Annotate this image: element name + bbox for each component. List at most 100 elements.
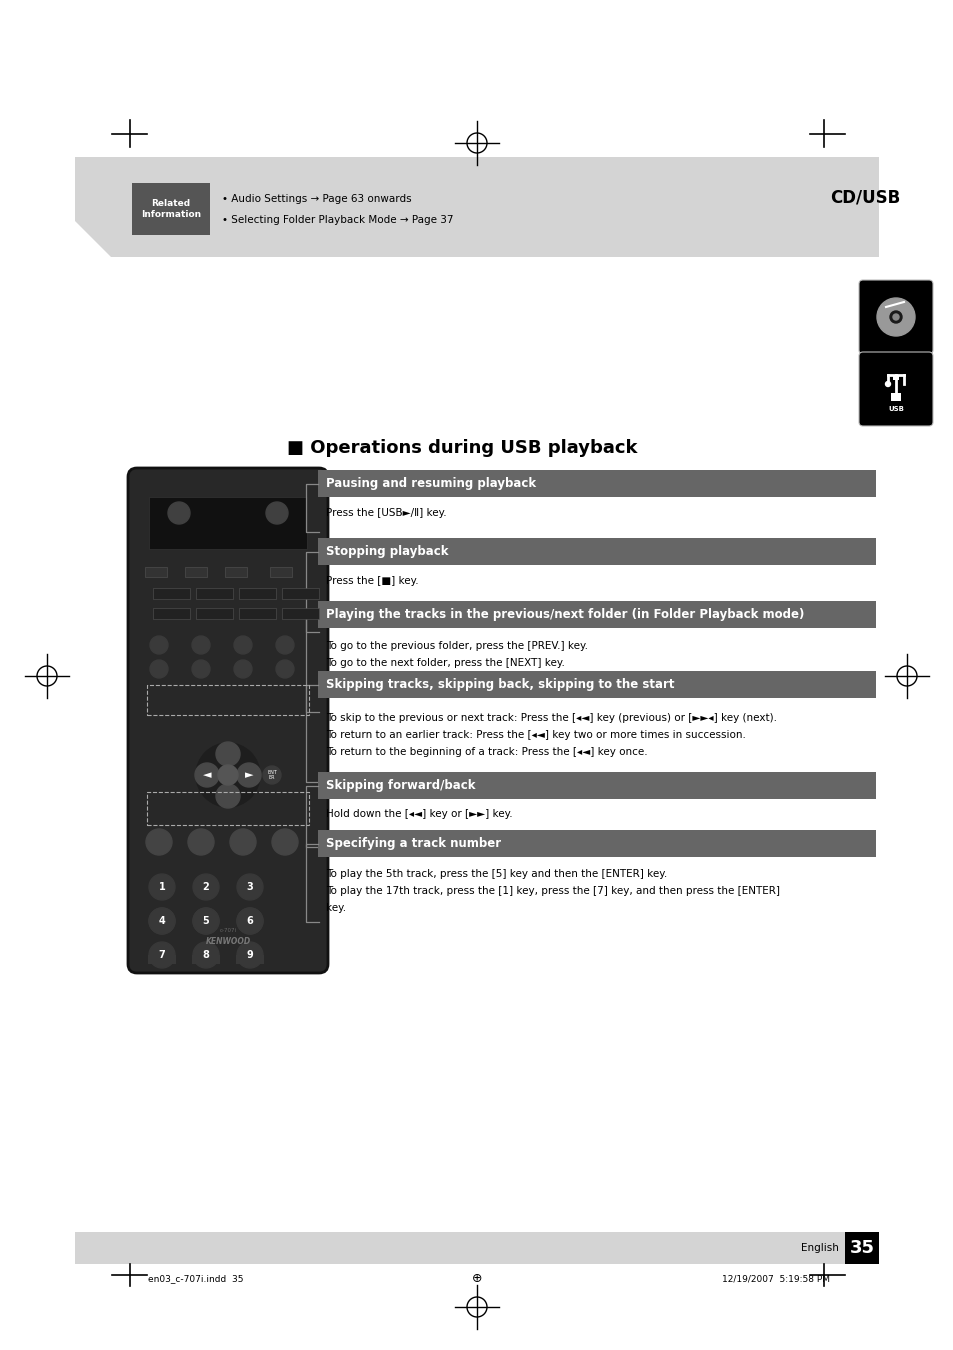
Circle shape	[272, 829, 297, 855]
Bar	[145, 567, 167, 576]
Bar	[317, 601, 875, 628]
Bar	[317, 539, 875, 566]
Bar	[270, 567, 292, 576]
Text: ■ Operations during USB playback: ■ Operations during USB playback	[287, 439, 637, 458]
Bar	[239, 589, 275, 599]
Text: Stopping playback: Stopping playback	[326, 545, 448, 558]
Circle shape	[884, 382, 889, 386]
FancyBboxPatch shape	[858, 352, 932, 427]
Text: To skip to the previous or next track: Press the [◂◄] key (previous) or [►►◂] ke: To skip to the previous or next track: P…	[326, 713, 776, 724]
Text: Playing the tracks in the previous/next folder (in Folder Playback mode): Playing the tracks in the previous/next …	[326, 608, 803, 621]
Bar	[844, 1233, 878, 1264]
Text: KENWOOD: KENWOOD	[205, 937, 251, 946]
Bar	[317, 671, 875, 698]
Circle shape	[195, 743, 260, 807]
Text: Press the [USB►/Ⅱ] key.: Press the [USB►/Ⅱ] key.	[326, 508, 446, 518]
Circle shape	[236, 909, 263, 934]
Text: To go to the next folder, press the [NEXT] key.: To go to the next folder, press the [NEX…	[326, 657, 564, 668]
Text: CD/USB: CD/USB	[829, 188, 900, 207]
Text: English: English	[801, 1243, 838, 1253]
Circle shape	[150, 636, 168, 653]
Polygon shape	[75, 221, 111, 256]
Text: ⊕: ⊕	[471, 1273, 482, 1285]
Text: 2: 2	[202, 882, 209, 892]
Text: 5: 5	[202, 917, 209, 926]
Circle shape	[876, 298, 914, 336]
Text: 1: 1	[158, 882, 165, 892]
Bar	[195, 608, 233, 620]
Circle shape	[218, 765, 237, 784]
Bar	[152, 589, 190, 599]
Text: 4: 4	[158, 917, 165, 926]
Bar	[152, 608, 190, 620]
Bar	[317, 830, 875, 857]
Text: To go to the previous folder, press the [PREV.] key.: To go to the previous folder, press the …	[326, 641, 587, 651]
Text: • Audio Settings → Page 63 onwards: • Audio Settings → Page 63 onwards	[222, 194, 411, 204]
Circle shape	[263, 765, 281, 784]
Circle shape	[889, 310, 901, 323]
Text: USB: USB	[887, 406, 903, 412]
Text: Skipping forward/back: Skipping forward/back	[326, 779, 475, 792]
Text: Pausing and resuming playback: Pausing and resuming playback	[326, 477, 536, 490]
Text: To play the 5th track, press the [5] key and then the [ENTER] key.: To play the 5th track, press the [5] key…	[326, 869, 666, 879]
Circle shape	[266, 502, 288, 524]
Circle shape	[146, 829, 172, 855]
Circle shape	[150, 660, 168, 678]
Bar	[132, 184, 210, 235]
Text: Related
Information: Related Information	[141, 198, 201, 220]
Circle shape	[233, 636, 252, 653]
FancyBboxPatch shape	[858, 279, 932, 354]
Circle shape	[192, 660, 210, 678]
Circle shape	[236, 909, 263, 934]
Text: ENT
ER: ENT ER	[267, 769, 276, 780]
Bar	[890, 393, 900, 401]
Circle shape	[215, 743, 240, 765]
Circle shape	[193, 909, 219, 934]
Text: 9: 9	[247, 950, 253, 960]
Circle shape	[149, 873, 174, 900]
Circle shape	[192, 636, 210, 653]
Text: c-707i: c-707i	[219, 927, 236, 933]
Text: key.: key.	[326, 903, 346, 913]
Circle shape	[168, 502, 190, 524]
Text: Specifying a track number: Specifying a track number	[326, 837, 500, 850]
Circle shape	[215, 784, 240, 809]
Circle shape	[193, 873, 219, 900]
Circle shape	[193, 942, 219, 968]
Text: en03_c-707i.indd  35: en03_c-707i.indd 35	[148, 1274, 243, 1284]
Text: ◄: ◄	[203, 769, 211, 780]
Text: 35: 35	[848, 1239, 874, 1257]
Bar	[75, 1233, 878, 1264]
Bar	[147, 792, 309, 825]
Text: ►: ►	[245, 769, 253, 780]
Circle shape	[236, 873, 263, 900]
Circle shape	[193, 909, 219, 934]
Text: 8: 8	[202, 950, 210, 960]
Text: To return to the beginning of a track: Press the [◂◄] key once.: To return to the beginning of a track: P…	[326, 747, 647, 757]
Text: 3: 3	[247, 882, 253, 892]
Circle shape	[194, 763, 219, 787]
Bar	[195, 589, 233, 599]
Text: Skipping tracks, skipping back, skipping to the start: Skipping tracks, skipping back, skipping…	[326, 678, 674, 691]
Circle shape	[149, 909, 174, 934]
Text: Hold down the [◂◄] key or [►►] key.: Hold down the [◂◄] key or [►►] key.	[326, 809, 512, 819]
Circle shape	[230, 829, 255, 855]
Bar	[892, 375, 898, 379]
Circle shape	[275, 636, 294, 653]
Text: Press the [■] key.: Press the [■] key.	[326, 576, 418, 586]
Text: To return to an earlier track: Press the [◂◄] key two or more times in successio: To return to an earlier track: Press the…	[326, 730, 745, 740]
Circle shape	[149, 942, 174, 968]
Text: 7: 7	[158, 950, 165, 960]
Text: To play the 17th track, press the [1] key, press the [7] key, and then press the: To play the 17th track, press the [1] ke…	[326, 886, 780, 896]
Bar	[149, 497, 307, 549]
Bar	[147, 684, 309, 716]
Circle shape	[149, 909, 174, 934]
Circle shape	[188, 829, 213, 855]
Bar	[225, 567, 247, 576]
Circle shape	[275, 660, 294, 678]
Circle shape	[892, 315, 898, 320]
Bar	[317, 470, 875, 497]
Bar	[235, 954, 264, 964]
Text: 6: 6	[247, 917, 253, 926]
Text: 12/19/2007  5:19:58 PM: 12/19/2007 5:19:58 PM	[721, 1274, 829, 1284]
